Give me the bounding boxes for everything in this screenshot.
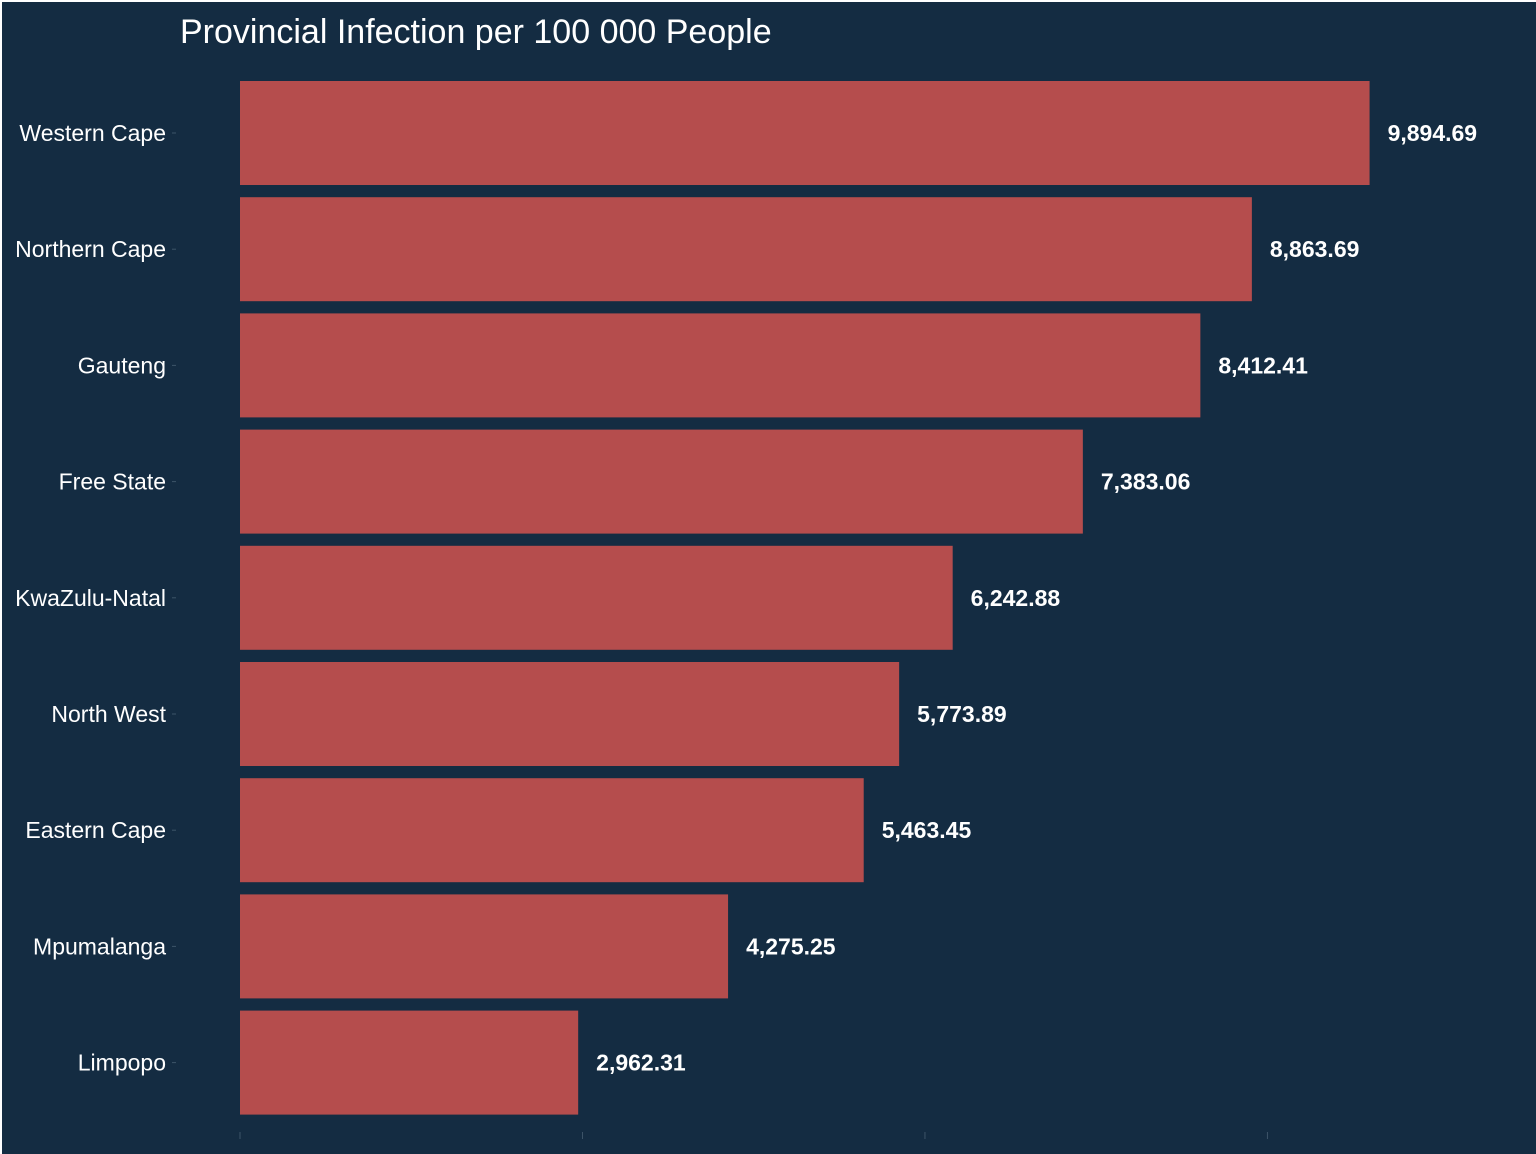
bar-north-west [240, 662, 900, 766]
value-label: 9,894.69 [1388, 120, 1478, 146]
category-label: North West [51, 701, 166, 727]
category-label: Eastern Cape [25, 817, 166, 843]
value-label: 5,463.45 [882, 817, 972, 843]
bar-northern-cape [240, 197, 1252, 302]
value-label: 8,863.69 [1270, 236, 1360, 262]
value-label: 5,773.89 [917, 701, 1007, 727]
category-label: Western Cape [19, 120, 166, 146]
value-label: 8,412.41 [1218, 352, 1308, 378]
category-label: Northern Cape [15, 236, 166, 262]
category-label: KwaZulu-Natal [15, 585, 166, 611]
category-label: Limpopo [78, 1050, 166, 1076]
category-label: Gauteng [78, 352, 166, 378]
bar-kwazulu-natal [240, 545, 953, 650]
bars [240, 81, 1370, 1115]
bar-gauteng [240, 313, 1201, 418]
chart-title: Provincial Infection per 100 000 People [180, 13, 772, 51]
category-label: Mpumalanga [33, 933, 166, 959]
category-labels: Western Cape Northern Cape Gauteng Free Sta… [15, 120, 176, 1076]
axis-ticks [239, 1132, 1268, 1139]
value-label: 7,383.06 [1101, 469, 1191, 495]
value-labels: 9,894.69 8,863.69 8,412.41 7,383.06 6,242.88… [596, 120, 1477, 1076]
bar-western-cape [240, 81, 1370, 185]
bar-free-state [240, 429, 1083, 534]
bar-mpumalanga [240, 894, 729, 999]
value-label: 6,242.88 [971, 585, 1061, 611]
value-label: 4,275.25 [746, 933, 836, 959]
bar-limpopo [240, 1010, 579, 1115]
bar-eastern-cape [240, 778, 864, 883]
value-label: 2,962.31 [596, 1050, 686, 1076]
category-label: Free State [59, 469, 166, 495]
